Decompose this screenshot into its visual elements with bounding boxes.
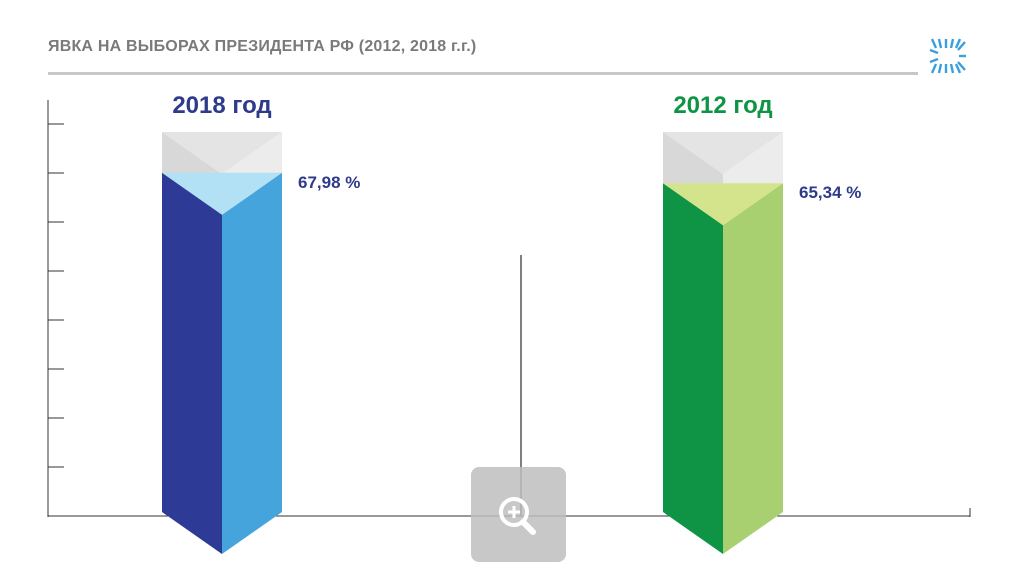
category-label-2012: 2012 год — [673, 92, 773, 119]
sun-logo-icon — [928, 36, 968, 76]
data-label-2018: 67,98 % — [298, 172, 361, 192]
bar-side-2018 — [222, 172, 282, 554]
bar-front-2012 — [663, 183, 723, 554]
bar-shell-top-2018 — [162, 132, 282, 174]
bar-shell-top-2012 — [663, 132, 783, 174]
bar-side-2012 — [723, 183, 783, 554]
title-divider — [48, 72, 918, 75]
zoom-button[interactable] — [471, 467, 566, 562]
y-axis — [47, 100, 64, 517]
page-title: ЯВКА НА ВЫБОРАХ ПРЕЗИДЕНТА РФ (2012, 201… — [48, 38, 477, 55]
data-label-2012: 65,34 % — [799, 183, 862, 203]
bar-front-2018 — [162, 172, 222, 554]
bar-top-2018 — [162, 172, 282, 215]
zoom-in-icon — [499, 497, 536, 535]
bar-top-2012 — [663, 183, 783, 226]
category-label-2018: 2018 год — [172, 92, 272, 119]
